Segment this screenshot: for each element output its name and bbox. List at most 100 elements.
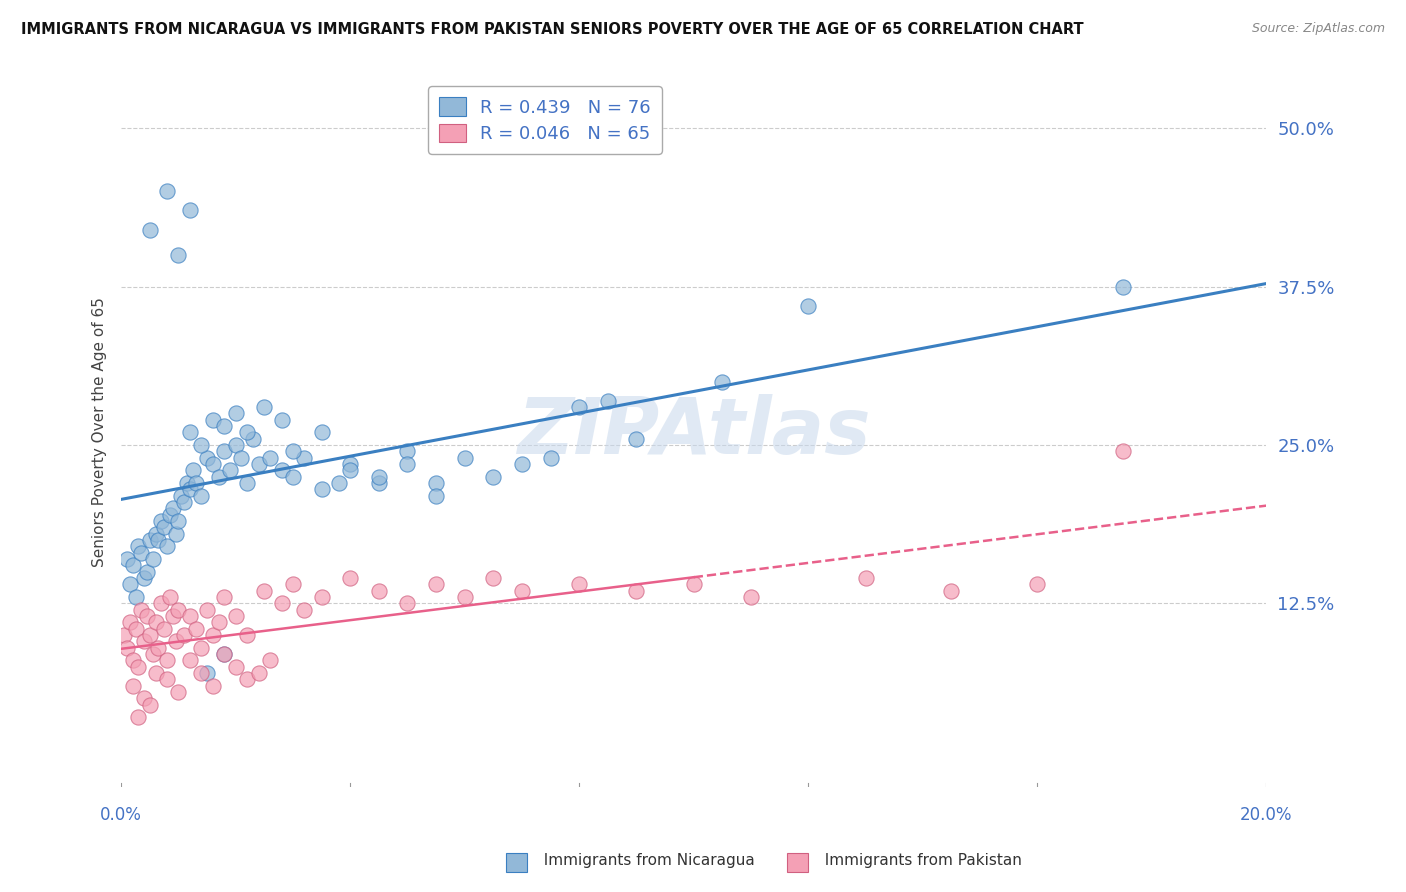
Point [711, 375, 734, 389]
Point [247, 457, 270, 471]
Point [190, 489, 212, 503]
Point [124, 590, 146, 604]
Point [855, 571, 877, 585]
Point [127, 659, 149, 673]
Point [167, 602, 190, 616]
Point [242, 432, 264, 446]
Text: Immigrants from Pakistan: Immigrants from Pakistan [815, 854, 1022, 868]
Point [311, 590, 333, 604]
Point [195, 602, 218, 616]
Text: Immigrants from Nicaragua: Immigrants from Nicaragua [534, 854, 755, 868]
Point [173, 495, 195, 509]
Point [281, 444, 304, 458]
Point [253, 400, 276, 414]
Point [142, 647, 165, 661]
Point [190, 438, 212, 452]
Point [162, 609, 184, 624]
Point [219, 463, 242, 477]
Point [134, 691, 156, 706]
Point [112, 628, 135, 642]
Point [247, 666, 270, 681]
Point [367, 475, 389, 490]
Point [396, 457, 419, 471]
Point [367, 583, 389, 598]
Point [482, 571, 505, 585]
Point [425, 475, 447, 490]
Point [425, 577, 447, 591]
Point [179, 203, 201, 218]
Point [214, 647, 236, 661]
Point [214, 590, 236, 604]
Point [165, 526, 187, 541]
Point [167, 514, 190, 528]
Point [159, 590, 181, 604]
Point [797, 299, 820, 313]
Point [129, 546, 152, 560]
Point [148, 533, 170, 547]
Point [139, 533, 162, 547]
Point [145, 666, 167, 681]
Text: IMMIGRANTS FROM NICARAGUA VS IMMIGRANTS FROM PAKISTAN SENIORS POVERTY OVER THE A: IMMIGRANTS FROM NICARAGUA VS IMMIGRANTS … [21, 22, 1084, 37]
Point [115, 640, 138, 655]
Point [510, 583, 533, 598]
Point [231, 450, 253, 465]
Point [540, 450, 562, 465]
Point [136, 609, 159, 624]
Point [179, 609, 201, 624]
Point [259, 653, 281, 667]
Point [156, 185, 179, 199]
Point [124, 622, 146, 636]
Point [150, 596, 173, 610]
Point [145, 615, 167, 630]
Point [396, 444, 419, 458]
Point [127, 710, 149, 724]
Point [1112, 444, 1135, 458]
Text: ZIPAtlas: ZIPAtlas [517, 394, 870, 470]
Point [270, 463, 292, 477]
Point [139, 222, 162, 236]
Point [568, 400, 591, 414]
Point [596, 393, 619, 408]
Text: 20.0%: 20.0% [1240, 806, 1292, 824]
Point [167, 248, 190, 262]
Point [236, 628, 259, 642]
Point [156, 653, 179, 667]
Point [281, 469, 304, 483]
Point [1112, 279, 1135, 293]
Point [270, 596, 292, 610]
Point [311, 483, 333, 497]
Point [281, 577, 304, 591]
Point [153, 622, 176, 636]
Point [153, 520, 176, 534]
Point [121, 653, 143, 667]
Point [184, 622, 207, 636]
Point [142, 552, 165, 566]
Point [626, 583, 648, 598]
Point [118, 615, 141, 630]
Point [214, 444, 236, 458]
Point [339, 571, 361, 585]
Point [201, 679, 224, 693]
Point [367, 469, 389, 483]
Point [134, 571, 156, 585]
Point [236, 673, 259, 687]
Point [294, 602, 316, 616]
Point [162, 501, 184, 516]
Point [170, 489, 193, 503]
Point [121, 679, 143, 693]
Point [179, 653, 201, 667]
Point [173, 628, 195, 642]
Point [236, 475, 259, 490]
Point [482, 469, 505, 483]
Point [150, 514, 173, 528]
Point [134, 634, 156, 648]
Point [190, 640, 212, 655]
Point [115, 552, 138, 566]
Point [225, 659, 247, 673]
Point [311, 425, 333, 440]
Point [156, 673, 179, 687]
Point [184, 475, 207, 490]
Point [626, 432, 648, 446]
Point [225, 438, 247, 452]
Text: Source: ZipAtlas.com: Source: ZipAtlas.com [1251, 22, 1385, 36]
